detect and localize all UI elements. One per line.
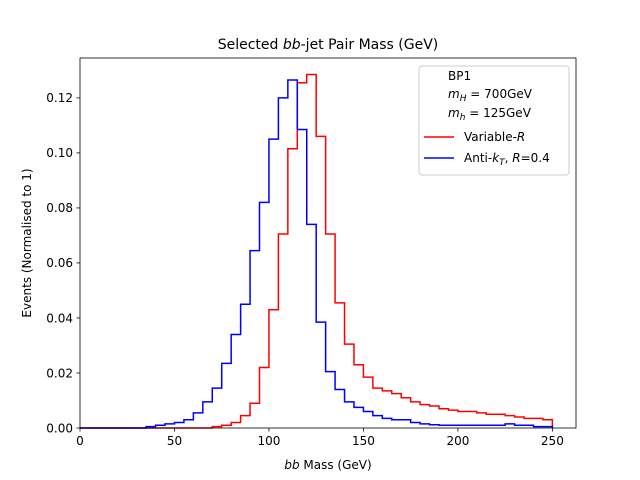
- legend-header-mh: mh = 125GeV: [448, 106, 532, 123]
- x-tick-label: 150: [352, 434, 375, 448]
- chart-title-italic: bb: [283, 37, 301, 53]
- axes-frame: [79, 57, 577, 429]
- y-axis-label: Events (Normalised to 1): [20, 168, 34, 317]
- legend-box: [418, 65, 570, 176]
- y-tick-label: 0.06: [46, 256, 73, 270]
- legend-anti-kt-sub: T: [499, 158, 506, 168]
- x-tick-label: 50: [167, 434, 182, 448]
- x-axis-label-italic: bb: [284, 458, 300, 472]
- legend-mH-value: = 700GeV: [466, 87, 532, 101]
- legend-header-mH: mH = 700GeV: [448, 87, 533, 104]
- legend-variable-r-pre: Variable-: [464, 130, 517, 144]
- legend-label-anti-kt: Anti-kT, R=0.4: [464, 151, 550, 168]
- legend-label-variable-r: Variable-R: [464, 130, 525, 144]
- legend-anti-kt-post: =0.4: [521, 151, 550, 165]
- chart-title: Selected bb-jet Pair Mass (GeV): [218, 37, 439, 53]
- legend-mH-subscript: H: [460, 94, 467, 104]
- legend-anti-kt-k: k: [492, 151, 500, 165]
- x-tick-label: 0: [76, 434, 84, 448]
- legend-variable-r-italic: R: [517, 130, 525, 144]
- x-axis-label-post: Mass (GeV): [300, 458, 372, 472]
- legend: BP1 mH = 700GeV mh = 125GeV Variable-R A…: [418, 65, 570, 176]
- axis-ticks: 0 50 100 150 200 250 0.00 0.02 0.04 0.06 0.08 0.10 0…: [46, 91, 564, 448]
- chart-title-post: -jet Pair Mass (GeV): [301, 37, 439, 53]
- legend-anti-kt-r: R: [512, 151, 520, 165]
- legend-mh-symbol: m: [448, 106, 460, 120]
- series-line-anti-kt-r-0-4: [80, 79, 554, 429]
- x-tick-label: 100: [257, 434, 280, 448]
- legend-mh-value: = 125GeV: [465, 106, 531, 120]
- legend-mh-subscript: h: [460, 113, 466, 123]
- x-tick-label: 250: [541, 434, 564, 448]
- chart-title-pre: Selected: [218, 37, 283, 53]
- y-tick-label: 0.12: [46, 91, 73, 105]
- legend-anti-kt-mid: ,: [505, 151, 513, 165]
- y-tick-label: 0.00: [46, 421, 73, 435]
- legend-header-bp1: BP1: [448, 69, 471, 83]
- x-tick-label: 200: [446, 434, 469, 448]
- legend-mH-symbol: m: [448, 87, 460, 101]
- legend-anti-kt-pre: Anti-: [464, 151, 492, 165]
- y-tick-label: 0.04: [46, 311, 73, 325]
- y-tick-label: 0.08: [46, 201, 73, 215]
- y-tick-label: 0.02: [46, 366, 73, 380]
- x-axis-label: bb Mass (GeV): [284, 458, 371, 472]
- y-tick-label: 0.10: [46, 146, 73, 160]
- plot-area: [79, 57, 577, 429]
